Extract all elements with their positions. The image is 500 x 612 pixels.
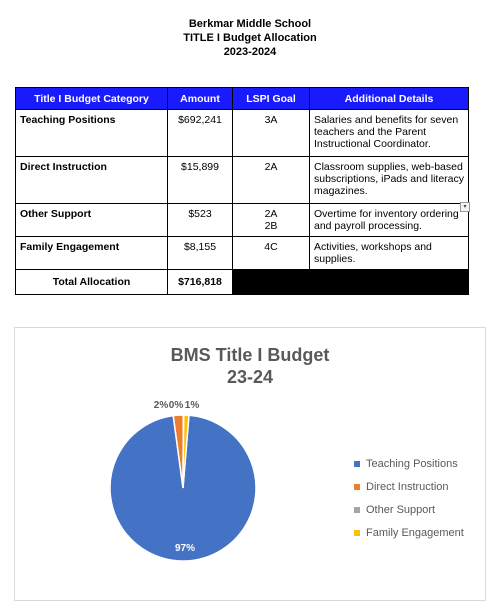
pie-data-label: 97% (175, 543, 195, 554)
goal-cell[interactable]: 4C (232, 236, 310, 270)
chart-legend: Teaching Positions Direct Instruction Othe… (354, 452, 464, 544)
goal-cell[interactable]: 3A (232, 109, 310, 157)
total-label[interactable]: Total Allocation (15, 269, 168, 295)
details-cell[interactable]: Overtime for inventory ordering and payr… (309, 202, 470, 237)
chart-title-main: BMS Title I Budget (170, 345, 330, 365)
pie-slice-family-engagement[interactable] (182, 414, 190, 489)
school-name: Berkmar Middle School (188, 18, 312, 30)
budget-chart[interactable]: BMS Title I Budget 23-24 97% 2% 0% 1% Teach… (14, 327, 486, 601)
legend-label: Direct Instruction (366, 480, 449, 493)
legend-item[interactable]: Direct Instruction (354, 475, 464, 498)
amount-cell[interactable]: $8,155 (167, 236, 233, 270)
category-cell[interactable]: Other Support (15, 203, 168, 237)
chart-title: BMS Title I Budget 23-24 (15, 344, 485, 388)
category-cell[interactable]: Direct Instruction (15, 156, 168, 204)
legend-item[interactable]: Other Support (354, 498, 464, 521)
details-cell[interactable]: Activities, workshops and supplies. (309, 236, 469, 270)
pie-chart: 97% 2% 0% 1% (109, 400, 257, 562)
goal-cell[interactable]: 2A (232, 156, 310, 204)
amount-cell[interactable]: $15,899 (167, 156, 233, 204)
legend-item[interactable]: Teaching Positions (354, 452, 464, 475)
goal-value-secondary: 2B (264, 220, 278, 232)
column-header-amount: Amount (167, 87, 233, 110)
amount-cell[interactable]: $523 (167, 203, 233, 237)
legend-label: Family Engagement (366, 526, 464, 539)
legend-swatch (354, 483, 360, 490)
pie-data-label: 1% (185, 400, 200, 411)
document-title: TITLE I Budget Allocation (183, 32, 317, 44)
total-filler (232, 269, 469, 295)
pie-slice-teaching-positions[interactable] (109, 414, 257, 562)
goal-value: 2A (264, 208, 278, 220)
table-header-row: Title I Budget Category Amount LSPI Goal… (15, 87, 469, 110)
legend-label: Teaching Positions (366, 457, 458, 470)
column-header-details: Additional Details (309, 87, 469, 110)
chart-title-sub: 23-24 (226, 367, 274, 387)
budget-table: Title I Budget Category Amount LSPI Goal… (15, 87, 470, 295)
total-amount[interactable]: $716,818 (167, 269, 233, 295)
pie-data-label: 2% (154, 400, 169, 411)
table-row: Other Support $523 2A 2B Overtime for in… (15, 202, 470, 237)
table-row: Family Engagement $8,155 4C Activities, … (15, 236, 469, 270)
pie-data-label: 0% (169, 400, 184, 411)
total-row: Total Allocation $716,818 (15, 269, 469, 295)
chevron-down-icon[interactable]: ▾ (460, 202, 470, 212)
legend-label: Other Support (366, 503, 436, 516)
amount-cell[interactable]: $692,241 (167, 109, 233, 157)
column-header-category: Title I Budget Category (15, 87, 168, 110)
goal-cell[interactable]: 2A 2B (232, 203, 310, 237)
category-cell[interactable]: Family Engagement (15, 236, 168, 270)
page-header: Berkmar Middle School TITLE I Budget All… (0, 17, 500, 59)
legend-item[interactable]: Family Engagement (354, 521, 464, 544)
category-cell[interactable]: Teaching Positions (15, 109, 168, 157)
details-cell[interactable]: Salaries and benefits for seven teachers… (309, 109, 469, 157)
legend-swatch (354, 460, 360, 467)
school-year: 2023-2024 (223, 46, 277, 58)
details-cell[interactable]: Classroom supplies, web-based subscripti… (309, 156, 469, 204)
table-row: Teaching Positions $692,241 3A Salaries … (15, 109, 469, 157)
details-text: Overtime for inventory ordering and payr… (314, 208, 459, 232)
table-row: Direct Instruction $15,899 2A Classroom … (15, 156, 469, 204)
legend-swatch (354, 506, 360, 513)
legend-swatch (354, 529, 360, 536)
column-header-goal: LSPI Goal (232, 87, 310, 110)
